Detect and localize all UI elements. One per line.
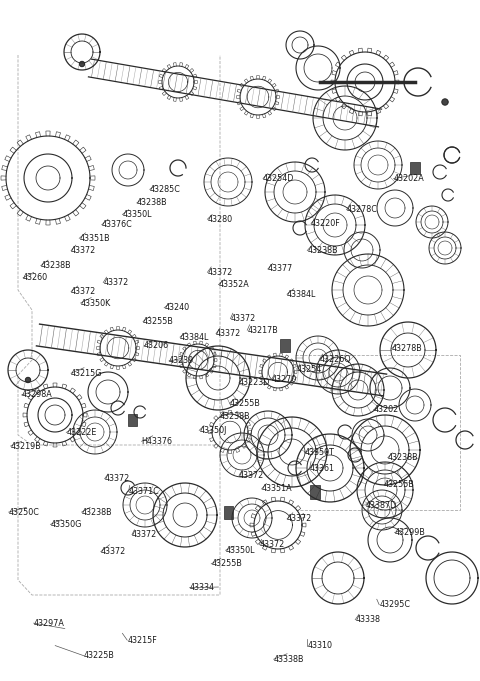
Text: 43217B: 43217B — [247, 326, 278, 335]
Text: 43384L: 43384L — [287, 289, 316, 299]
Text: 43350G: 43350G — [50, 520, 82, 529]
Text: 43384L: 43384L — [180, 332, 209, 342]
Text: 43285C: 43285C — [150, 185, 180, 194]
Text: 43202A: 43202A — [394, 174, 424, 183]
Text: 43219B: 43219B — [11, 441, 41, 451]
Text: 43371C: 43371C — [129, 487, 159, 496]
Text: 43338: 43338 — [355, 615, 380, 624]
Text: 43372: 43372 — [71, 246, 96, 255]
Polygon shape — [25, 377, 31, 383]
Bar — [224, 505, 232, 518]
Bar — [128, 414, 136, 426]
Text: 43350L: 43350L — [226, 545, 255, 555]
Text: 43338B: 43338B — [274, 654, 304, 664]
Text: H43376: H43376 — [142, 437, 173, 446]
Text: 43350T: 43350T — [305, 448, 335, 458]
Text: 43376C: 43376C — [102, 220, 132, 229]
Text: 43280: 43280 — [207, 215, 232, 224]
Polygon shape — [80, 61, 84, 67]
Text: 43240: 43240 — [164, 303, 189, 313]
Text: 43350K: 43350K — [81, 298, 111, 308]
Text: 43372: 43372 — [239, 471, 264, 480]
Text: 43278B: 43278B — [391, 344, 422, 353]
Text: 43352A: 43352A — [218, 280, 249, 289]
Text: 43238B: 43238B — [41, 261, 72, 270]
Text: 43254D: 43254D — [263, 174, 294, 183]
Text: 43250C: 43250C — [9, 507, 39, 517]
Text: 43372: 43372 — [132, 530, 157, 539]
Text: 43310: 43310 — [307, 641, 332, 650]
Text: 43372: 43372 — [101, 547, 126, 556]
Polygon shape — [442, 99, 448, 105]
Text: 43334: 43334 — [190, 583, 215, 592]
Text: 43372: 43372 — [207, 268, 233, 277]
Text: 43255B: 43255B — [384, 480, 415, 490]
Text: 43295C: 43295C — [379, 600, 410, 609]
Text: 43350L: 43350L — [122, 210, 152, 219]
Text: 43372: 43372 — [105, 474, 130, 484]
Bar — [410, 162, 420, 174]
Text: 43239: 43239 — [169, 356, 194, 366]
Text: 43297A: 43297A — [34, 618, 64, 628]
Text: 43372: 43372 — [71, 287, 96, 296]
Text: 43372: 43372 — [230, 314, 256, 323]
Text: 43372: 43372 — [287, 514, 312, 524]
Text: 43361: 43361 — [310, 464, 335, 473]
Text: 43238B: 43238B — [307, 246, 338, 255]
Text: 43278C: 43278C — [347, 205, 377, 215]
Text: 43238B: 43238B — [137, 198, 168, 208]
Text: 43215F: 43215F — [127, 635, 157, 645]
Text: 43351B: 43351B — [79, 234, 110, 243]
Text: 43202: 43202 — [373, 405, 399, 415]
Text: 43387D: 43387D — [366, 501, 397, 510]
Text: 43260: 43260 — [23, 273, 48, 283]
Text: 43298A: 43298A — [22, 390, 52, 400]
Text: 43351A: 43351A — [262, 484, 292, 494]
Text: 43223D: 43223D — [239, 378, 270, 387]
Text: 43377: 43377 — [268, 264, 293, 274]
Text: 43254: 43254 — [297, 364, 322, 374]
Text: 43238B: 43238B — [82, 507, 112, 517]
Text: 43350J: 43350J — [199, 426, 227, 435]
Text: 43255B: 43255B — [229, 398, 260, 408]
Text: 43226Q: 43226Q — [319, 355, 351, 364]
Text: 43220F: 43220F — [311, 219, 341, 228]
Text: 43215G: 43215G — [71, 368, 103, 378]
Bar — [310, 485, 320, 499]
Text: 43270: 43270 — [271, 375, 297, 385]
Text: 43206: 43206 — [144, 341, 169, 351]
Text: 43372: 43372 — [216, 329, 241, 338]
Text: 43238B: 43238B — [220, 412, 251, 422]
Text: 43238B: 43238B — [388, 453, 419, 462]
Text: 43222E: 43222E — [66, 428, 96, 437]
Text: 43255B: 43255B — [211, 559, 242, 569]
Text: 43299B: 43299B — [395, 528, 425, 537]
Bar — [280, 338, 290, 351]
Text: 43225B: 43225B — [84, 651, 115, 661]
Text: 43255B: 43255B — [143, 317, 174, 326]
Text: 43372: 43372 — [259, 540, 285, 550]
Text: 43372: 43372 — [103, 278, 129, 287]
